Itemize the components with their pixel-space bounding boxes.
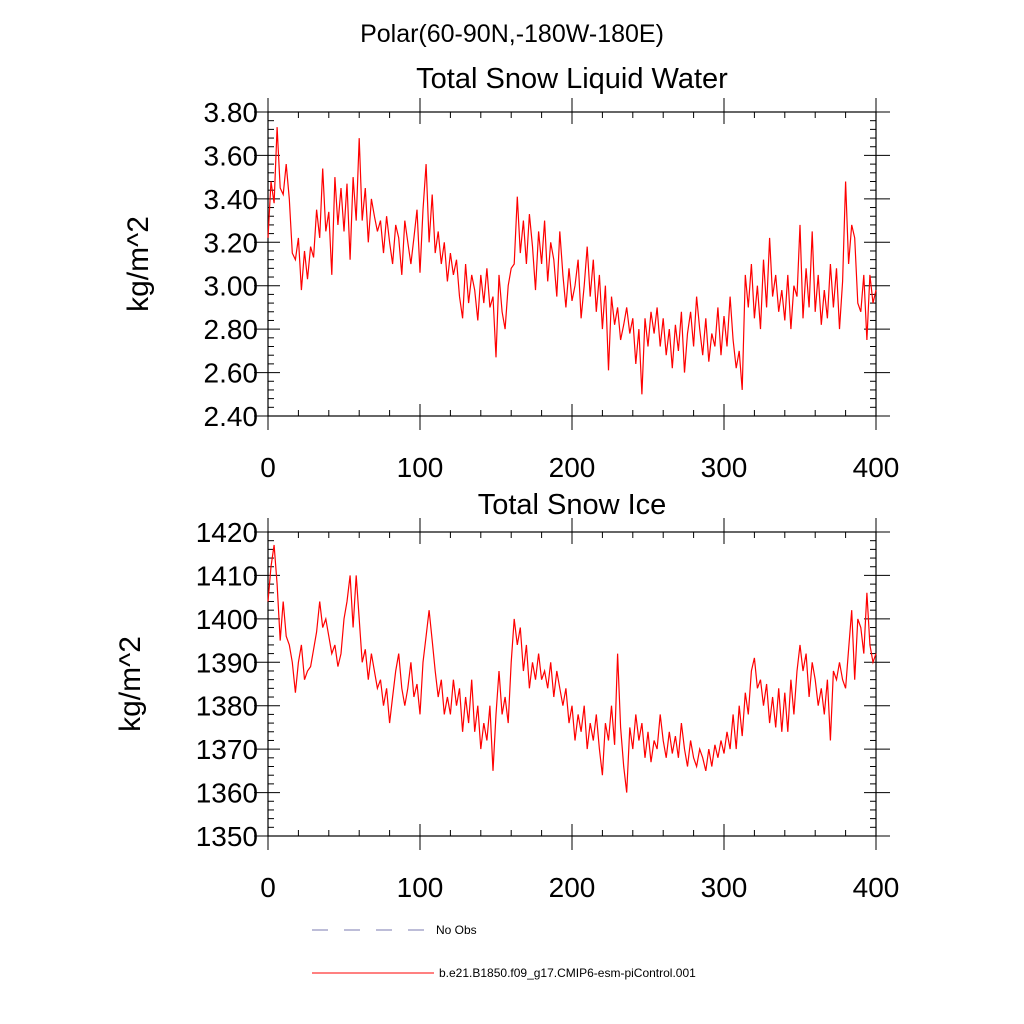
y-tick-label: 3.40 [204, 184, 259, 215]
panel-title: Total Snow Ice [478, 489, 667, 521]
y-tick-label: 1380 [196, 691, 258, 722]
plot-frame [267, 531, 877, 837]
y-tick-label: 1370 [196, 734, 258, 765]
panel-total-snow-ice: Total Snow Ice 0 100 200 300 400 1350 1360 1370… [114, 489, 899, 903]
x-tick-label: 300 [701, 872, 748, 903]
y-tick-label: 1360 [196, 778, 258, 809]
y-tick-label: 1410 [196, 560, 258, 591]
x-tick-label: 300 [701, 452, 748, 483]
tick-group [254, 98, 890, 430]
panel-total-snow-liquid-water: Total Snow Liquid Water 0 100 200 300 400 2.4… [122, 63, 899, 483]
y-tick-label: 1400 [196, 604, 258, 635]
y-tick-label: 3.20 [204, 227, 259, 258]
x-tick-label: 200 [549, 452, 596, 483]
x-tick-label: 100 [397, 452, 444, 483]
x-tick-label: 400 [853, 452, 900, 483]
series-line-model [267, 544, 877, 793]
y-tick-label: 1350 [196, 821, 258, 852]
y-tick-label: 2.40 [204, 401, 259, 432]
x-tick-label: 0 [260, 872, 276, 903]
tick-label-group: 0 100 200 300 400 2.40 2.60 2.80 3.00 3.20 3.40 3.6… [204, 97, 900, 483]
x-tick-label: 0 [260, 452, 276, 483]
series-line-model [267, 127, 877, 395]
legend-model-label: b.e21.B1850.f09_g17.CMIP6-esm-piControl.… [439, 966, 696, 980]
panel-title: Total Snow Liquid Water [416, 63, 728, 95]
y-tick-label: 3.80 [204, 97, 259, 128]
y-tick-label: 1390 [196, 647, 258, 678]
plot-frame [267, 111, 877, 417]
tick-label-group: 0 100 200 300 400 1350 1360 1370 1380 1390 1400 141… [196, 517, 900, 903]
y-axis-label: kg/m^2 [122, 216, 155, 312]
x-tick-label: 400 [853, 872, 900, 903]
y-tick-label: 3.00 [204, 271, 259, 302]
x-tick-label: 200 [549, 872, 596, 903]
figure-suptitle: Polar(60-90N,-180W-180E) [360, 20, 664, 48]
y-tick-label: 1420 [196, 517, 258, 548]
legend-obs-label: No Obs [436, 923, 477, 937]
y-tick-label: 2.80 [204, 314, 259, 345]
y-axis-label: kg/m^2 [114, 636, 147, 732]
y-tick-label: 2.60 [204, 358, 259, 389]
tick-group [254, 518, 890, 850]
y-tick-label: 3.60 [204, 140, 259, 171]
x-tick-label: 100 [397, 872, 444, 903]
legend: No Obs b.e21.B1850.f09_g17.CMIP6-esm-piC… [312, 923, 696, 980]
